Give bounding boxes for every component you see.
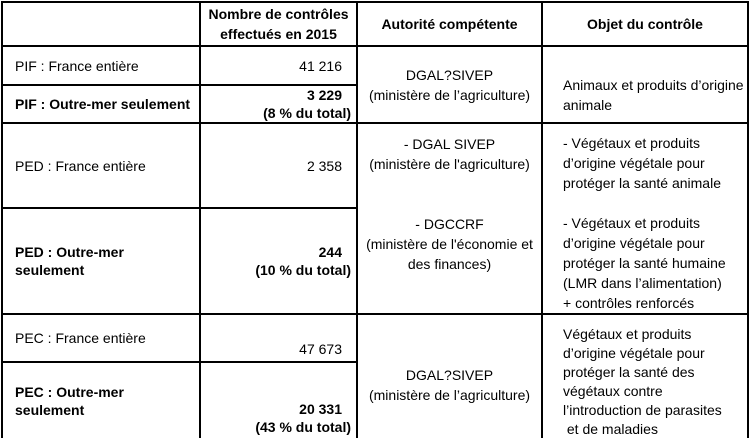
header-count-cell: Nombre de contrôles effectués en 2015: [199, 1, 358, 47]
pec-france-row: PEC : France entière 47 673 DGAL?SIVEP (m…: [1, 313, 749, 438]
ped-authority-cell: - DGAL SIVEP (ministère de l'agriculture)…: [356, 122, 543, 315]
ped-france-row: PED : France entière 2 358 - DGAL SIVEP(…: [1, 121, 749, 315]
header-row: Nombre de contrôles effectués en 2015 Aut…: [1, 1, 749, 47]
pif-france-label: PIF : France entière: [1, 45, 201, 86]
pec-outremer-label: PEC : Outre-mer seulement: [1, 360, 201, 438]
ped-object-cell: - Végétaux et produits d’origine végétale…: [541, 122, 749, 315]
pec-object-cell: Végétaux et produits d’origine végétale p…: [541, 313, 749, 438]
pif-object-cell: Animaux et produits d’origine animale: [541, 45, 749, 124]
ped-outremer-value: 244 (10 % du total): [199, 207, 358, 315]
pif-france-value: 41 216: [199, 45, 358, 86]
ped-outremer-row: PED : Outre-mer seulement 244 (10 % du to…: [1, 207, 748, 315]
header-empty-cell: [1, 1, 201, 47]
pif-outremer-row: PIF : Outre-mer seulement 3 229 (8 % du t…: [1, 84, 748, 124]
pec-france-label: PEC : France entière: [1, 313, 201, 363]
pif-outremer-label: PIF : Outre-mer seulement: [1, 84, 201, 124]
pec-outremer-value: 20 331 (43 % du total): [199, 360, 358, 438]
ped-outremer-label: PED : Outre-mer seulement: [1, 207, 201, 315]
pec-outremer-row: PEC : Outre-mer seulement 20 331 (43 % du…: [1, 360, 748, 438]
pif-france-row: PIF : France entière 41 216 DGAL?SIVEP (m…: [1, 45, 749, 124]
ped-france-value: 2 358: [199, 121, 358, 210]
pec-authority-cell: DGAL?SIVEP (ministère de l’agriculture): [356, 313, 543, 438]
pec-france-value: 47 673: [199, 313, 358, 363]
ped-france-label: PED : France entière: [1, 121, 201, 210]
header-object-cell: Objet du contrôle: [541, 1, 749, 47]
pif-outremer-value: 3 229 (8 % du total): [199, 84, 358, 124]
header-authority-cell: Autorité compétente: [356, 1, 543, 47]
pif-authority-cell: DGAL?SIVEP (ministère de l’agriculture): [356, 45, 543, 124]
